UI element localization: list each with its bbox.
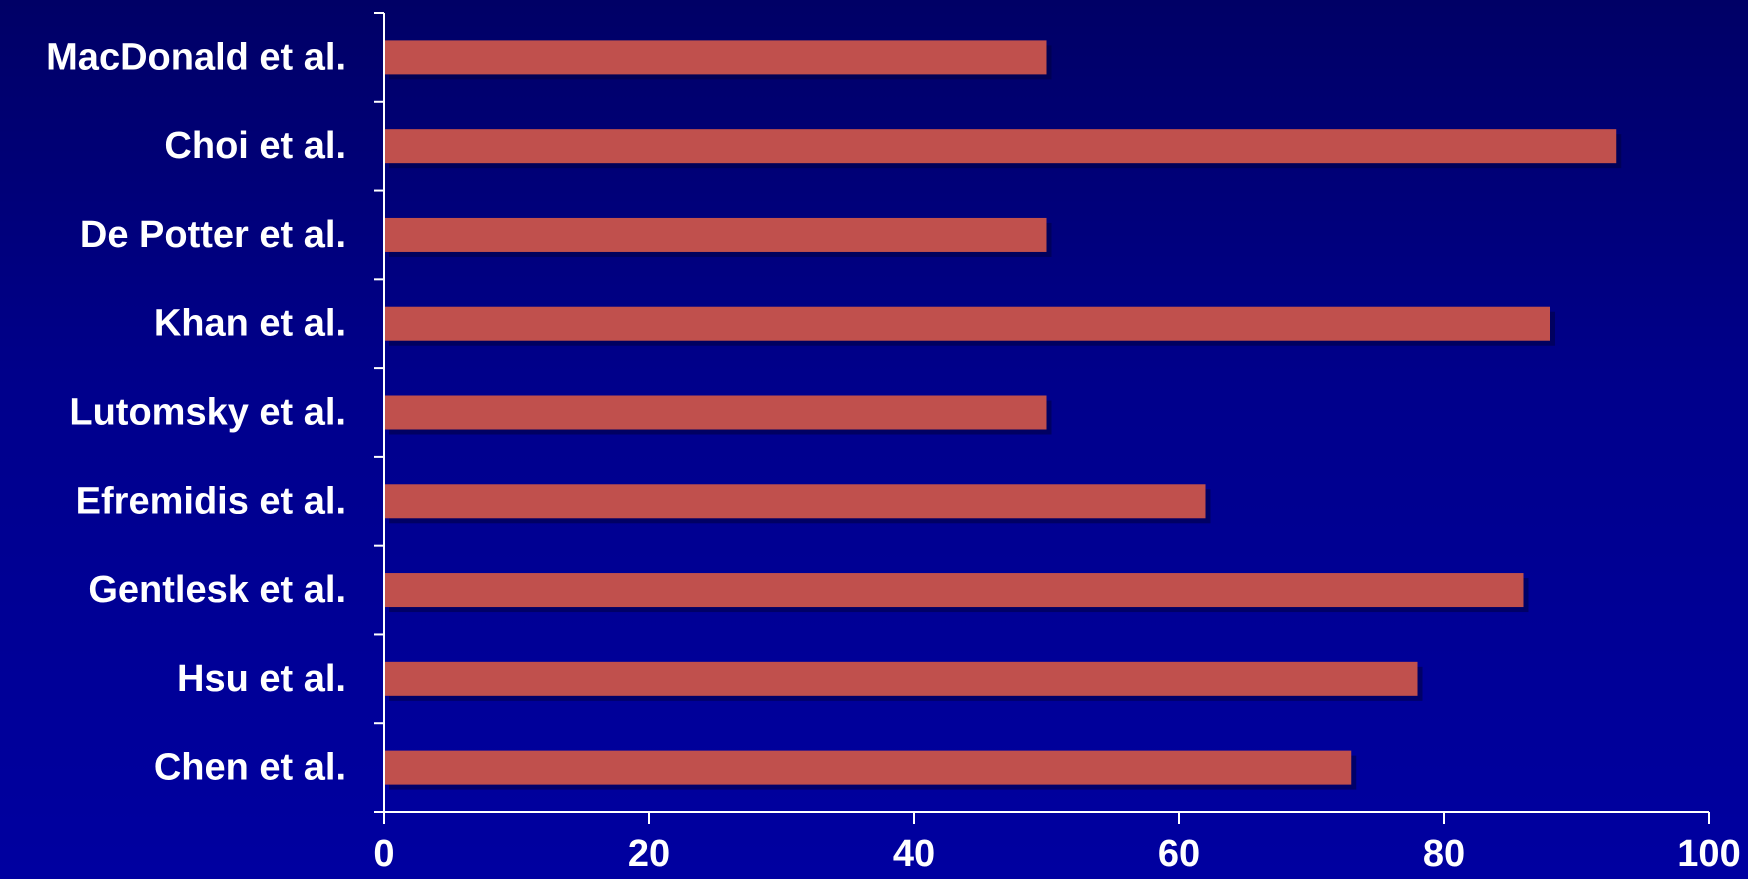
category-label: De Potter et al. (80, 214, 346, 256)
axis-layer (374, 12, 1709, 813)
category-label: Hsu et al. (177, 658, 346, 700)
bar (384, 217, 1047, 252)
category-label: Khan et al. (154, 303, 346, 345)
x-tick-label: 60 (1158, 833, 1200, 875)
bar (384, 573, 1524, 608)
bar (384, 661, 1418, 696)
x-tick-label: 0 (373, 833, 394, 875)
category-label: MacDonald et al. (46, 36, 346, 78)
category-label: Chen et al. (154, 747, 346, 789)
category-label: Efremidis et al. (76, 480, 346, 522)
bar (384, 306, 1550, 341)
category-labels: MacDonald et al. Choi et al. De Potter et … (46, 36, 346, 788)
x-tick-label: 80 (1423, 833, 1465, 875)
x-tick-label: 20 (628, 833, 670, 875)
bar (384, 40, 1047, 75)
category-label: Lutomsky et al. (69, 392, 346, 434)
bar (384, 395, 1047, 430)
bar (384, 484, 1206, 519)
x-tick-label: 100 (1677, 833, 1740, 875)
x-axis-ticks: 0 20 40 60 80 100 (373, 812, 1741, 875)
bars-layer (384, 40, 1622, 790)
bar (384, 129, 1617, 164)
bar (384, 750, 1352, 785)
x-tick-label: 40 (893, 833, 935, 875)
category-label: Choi et al. (164, 125, 346, 167)
category-label: Gentlesk et al. (88, 569, 346, 611)
